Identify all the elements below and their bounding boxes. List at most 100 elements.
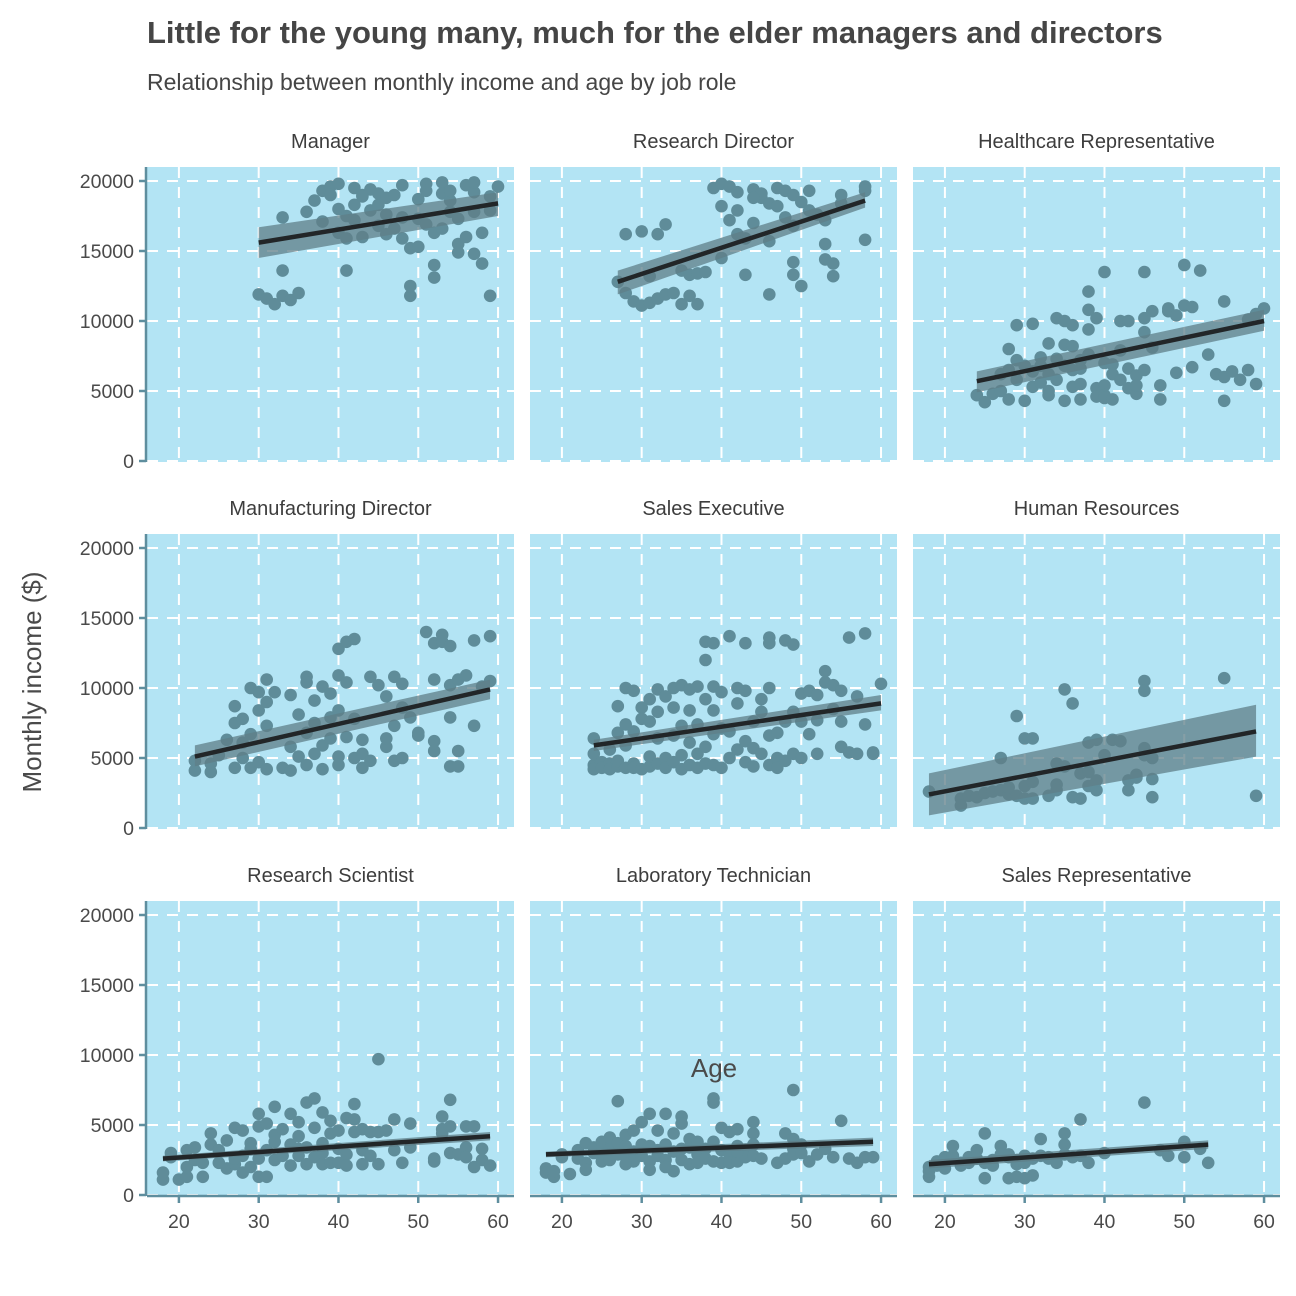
data-point	[475, 1142, 489, 1156]
data-point	[443, 711, 457, 724]
facet-label: Research Scientist	[247, 865, 414, 887]
data-point	[771, 726, 784, 740]
data-point	[587, 747, 601, 761]
data-point	[1026, 1169, 1039, 1182]
data-point	[1146, 772, 1159, 786]
data-point	[419, 625, 433, 639]
facet-label: Sales Representative	[1001, 865, 1191, 887]
data-point	[204, 1127, 218, 1140]
data-point	[667, 286, 680, 300]
data-point	[795, 195, 808, 209]
data-point	[475, 226, 489, 240]
data-point	[866, 747, 880, 761]
data-point	[380, 1124, 393, 1137]
data-point	[332, 1124, 345, 1137]
data-point	[715, 685, 728, 699]
data-point	[850, 747, 864, 761]
data-point	[356, 733, 369, 747]
data-point	[396, 232, 409, 245]
data-point	[491, 180, 505, 193]
data-point	[1217, 671, 1231, 685]
data-point	[364, 1149, 377, 1163]
data-point	[292, 750, 305, 763]
data-point	[1034, 1132, 1047, 1146]
data-point	[332, 758, 345, 772]
data-point	[1146, 304, 1159, 318]
data-point	[763, 681, 776, 695]
y-tick-label: 15000	[80, 975, 134, 997]
data-point	[1074, 377, 1087, 391]
data-point	[715, 199, 728, 213]
data-point	[268, 685, 282, 699]
x-tick-label: 30	[248, 1211, 270, 1233]
data-point	[348, 1097, 361, 1111]
y-tick-label: 10000	[80, 311, 134, 333]
data-point	[332, 177, 345, 191]
data-point	[412, 240, 425, 254]
data-point	[1058, 683, 1071, 696]
data-point	[236, 712, 249, 726]
data-point	[324, 687, 337, 700]
data-point	[978, 1171, 992, 1185]
data-point	[268, 1100, 282, 1114]
x-tick-label: 20	[551, 1211, 573, 1233]
data-point	[731, 1122, 744, 1136]
data-point	[763, 288, 776, 301]
data-point	[1225, 365, 1239, 378]
data-point	[380, 690, 393, 703]
data-point	[755, 747, 768, 761]
data-point	[220, 1134, 234, 1147]
data-point	[372, 1157, 385, 1171]
data-point	[563, 1167, 577, 1181]
data-point	[372, 678, 385, 692]
data-point	[308, 1092, 321, 1105]
data-point	[747, 1127, 760, 1140]
facet-label: Manufacturing Director	[229, 498, 432, 520]
data-point	[1241, 363, 1255, 377]
data-point	[316, 762, 329, 776]
data-point	[427, 673, 441, 686]
facet-panel: Research Scientist 0 5000 10000 15000 20000 20…	[80, 865, 514, 1233]
data-point	[284, 688, 297, 702]
data-point	[1010, 709, 1023, 723]
x-tick-label: 50	[1173, 1211, 1195, 1233]
data-point	[459, 1141, 473, 1154]
data-point	[388, 1113, 401, 1126]
data-point	[1217, 295, 1231, 308]
data-point	[316, 1106, 329, 1119]
y-tick-label: 10000	[80, 1045, 134, 1067]
data-point	[284, 1107, 297, 1121]
trend-line	[976, 318, 1265, 384]
data-point	[1058, 394, 1071, 408]
data-point	[196, 1156, 210, 1170]
data-point	[348, 198, 361, 212]
data-point	[699, 740, 712, 754]
data-point	[300, 676, 313, 689]
data-point	[635, 225, 648, 238]
data-point	[1185, 360, 1199, 374]
data-point	[1170, 366, 1183, 380]
data-point	[340, 1148, 353, 1161]
data-point	[707, 1092, 720, 1105]
data-point	[1066, 318, 1079, 332]
x-tick-label: 20	[934, 1211, 956, 1233]
data-point	[627, 1124, 640, 1137]
data-point	[276, 264, 289, 277]
facet-label: Laboratory Technician	[616, 865, 811, 887]
facet-panel: Healthcare Representative	[913, 131, 1280, 462]
y-tick-label: 0	[123, 451, 134, 473]
data-point	[467, 1120, 481, 1133]
y-tick-label: 0	[123, 818, 134, 840]
x-tick-label: 50	[407, 1211, 429, 1233]
data-point	[1042, 337, 1055, 350]
facet-panel: Sales Representative 20 30 40 50 60	[913, 865, 1280, 1233]
data-point	[978, 395, 992, 409]
trend-line	[928, 729, 1257, 797]
y-tick-label: 10000	[80, 678, 134, 700]
facet-label: Manager	[291, 131, 370, 153]
data-point	[1138, 363, 1151, 377]
data-point	[1130, 379, 1143, 392]
data-point	[252, 704, 265, 717]
x-axis-title: Age	[691, 1053, 737, 1083]
